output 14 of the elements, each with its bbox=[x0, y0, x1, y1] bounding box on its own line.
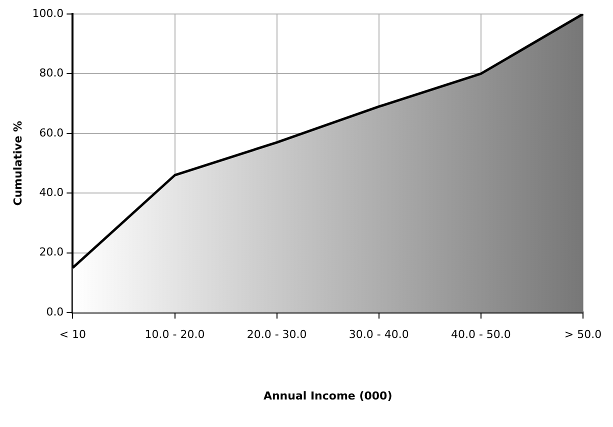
y-axis-title: Cumulative % bbox=[11, 120, 24, 206]
x-tick-label: 20.0 - 30.0 bbox=[246, 328, 307, 342]
x-axis-title: Annual Income (000) bbox=[263, 389, 392, 402]
y-tick-label: 0.0 bbox=[46, 305, 64, 318]
x-tick-label: 40.0 - 50.0 bbox=[450, 328, 511, 342]
x-tick-label: < 10 bbox=[59, 328, 86, 342]
x-tick-label: 10.0 - 20.0 bbox=[144, 328, 205, 342]
y-tick-label: 40.0 bbox=[39, 186, 64, 200]
y-tick-label: 20.0 bbox=[39, 246, 64, 259]
y-tick-label: 100.0 bbox=[32, 6, 64, 20]
x-tick-label: > 50.0 bbox=[564, 328, 602, 342]
y-tick-label: 60.0 bbox=[39, 126, 64, 140]
x-tick-label: 30.0 - 40.0 bbox=[348, 328, 409, 342]
y-tick-label: 80.0 bbox=[39, 66, 64, 80]
